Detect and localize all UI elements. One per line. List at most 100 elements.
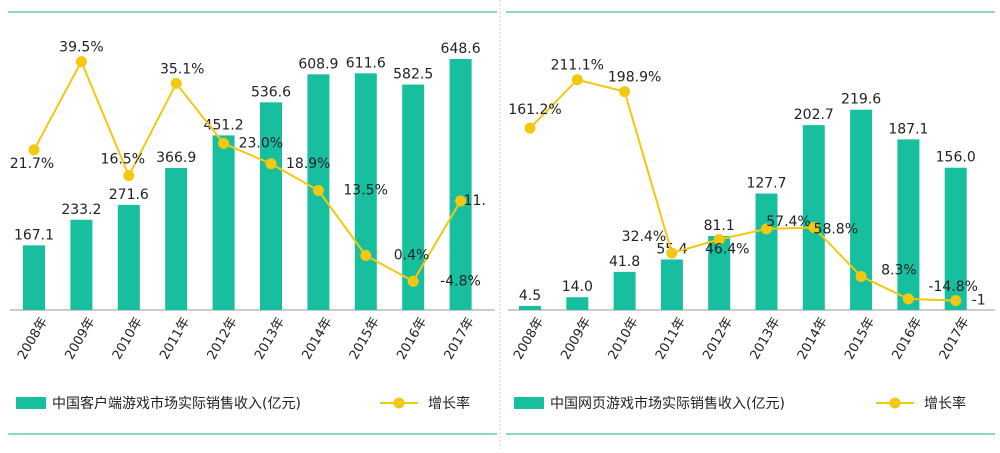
bar-value-label: 536.6 <box>251 84 291 100</box>
bar <box>23 245 45 310</box>
growth-rate-label: 46.4% <box>705 241 749 257</box>
bar-value-label: 156.0 <box>936 150 976 166</box>
x-tick-label: 2017年 <box>937 315 973 362</box>
growth-rate-point <box>571 74 583 86</box>
bar-value-label: 219.6 <box>841 92 881 108</box>
bar <box>260 102 282 310</box>
x-tick-label: 2009年 <box>558 315 594 362</box>
legend-bar-label: 中国客户端游戏市场实际销售收入(亿元) <box>52 395 301 412</box>
growth-rate-label: 11. <box>464 193 486 209</box>
bar-value-label: 611.6 <box>346 55 386 71</box>
bar <box>402 84 425 310</box>
growth-rate-point <box>170 77 182 89</box>
bar-value-label: 187.1 <box>888 121 928 137</box>
bar <box>165 168 188 310</box>
growth-rate-point <box>666 247 678 259</box>
bar-value-label: 167.1 <box>14 227 54 243</box>
legend-bar-swatch <box>514 397 544 409</box>
growth-rate-label: -1 <box>972 293 986 309</box>
client-game-chart: 167.1 2008年 233.2 2009年 271.6 2010年 366.9 2011年… <box>8 11 497 435</box>
x-tick-label: 2013年 <box>748 315 784 362</box>
growth-rate-label: 23.0% <box>239 135 283 151</box>
bar-value-label: 4.5 <box>519 288 541 304</box>
bar-value-label: 271.6 <box>109 187 149 203</box>
bar-value-label: 127.7 <box>746 176 786 192</box>
bar <box>70 219 93 310</box>
growth-rate-point <box>808 221 820 233</box>
web-game-chart: 4.52008年14.02009年41.82010年55.42011年81.12… <box>506 11 995 435</box>
bar <box>613 271 636 310</box>
growth-rate-point <box>75 56 87 68</box>
legend-line-marker <box>393 397 405 409</box>
bar <box>117 204 140 310</box>
growth-rate-point <box>524 122 536 134</box>
bar-value-label: 81.1 <box>704 218 735 234</box>
bar <box>755 193 778 310</box>
growth-rate-label: 211.1% <box>551 58 604 74</box>
bar-value-label: 648.6 <box>441 41 481 57</box>
growth-rate-label: 0.4% <box>394 248 430 264</box>
growth-rate-label: 198.9% <box>608 70 661 86</box>
growth-rate-label: 161.2% <box>508 102 561 118</box>
x-tick-label: 2010年 <box>110 315 146 362</box>
growth-rate-label: 18.9% <box>286 156 330 172</box>
bar-value-label: 582.5 <box>393 67 433 83</box>
x-tick-label: 2011年 <box>157 315 193 362</box>
x-tick-label: 2012年 <box>700 315 736 362</box>
growth-rate-point <box>902 293 914 305</box>
bar <box>802 125 825 310</box>
x-tick-label: 2012年 <box>205 315 241 362</box>
growth-rate-point <box>28 144 40 156</box>
growth-rate-label: 8.3% <box>881 262 917 278</box>
growth-rate-label: 57.4% <box>766 214 810 230</box>
growth-rate-point <box>407 275 419 287</box>
x-tick-label: 2010年 <box>606 315 642 362</box>
growth-rate-point <box>761 223 772 235</box>
bar <box>519 305 541 310</box>
growth-rate-point <box>713 233 725 245</box>
x-tick-label: 2017年 <box>442 315 478 362</box>
legend-line-label: 增长率 <box>924 395 966 412</box>
bar-value-label: 41.8 <box>609 254 640 270</box>
growth-rate-line <box>529 78 956 302</box>
growth-rate-label: 32.4% <box>622 229 666 245</box>
bar-value-label: 14.0 <box>562 279 593 295</box>
growth-rate-point <box>218 137 230 149</box>
bar-value-label: 233.2 <box>61 202 101 218</box>
x-tick-label: 2009年 <box>62 315 98 362</box>
bar <box>212 135 235 310</box>
growth-rate-point <box>619 86 631 98</box>
growth-rate-label: 13.5% <box>343 183 387 199</box>
bar <box>897 139 920 310</box>
growth-rate-point <box>855 270 867 282</box>
legend-line-marker <box>889 397 901 409</box>
growth-rate-point <box>455 195 467 207</box>
bar <box>566 297 589 310</box>
growth-rate-label: -4.8% <box>440 273 481 289</box>
bar-value-label: 608.9 <box>298 56 338 72</box>
growth-rate-line <box>33 59 462 283</box>
legend-bar-swatch <box>16 397 46 409</box>
x-tick-label: 2015年 <box>347 315 383 362</box>
bar-value-label: 202.7 <box>794 107 834 123</box>
growth-rate-label: 35.1% <box>160 61 204 77</box>
x-tick-label: 2008年 <box>15 315 51 362</box>
x-tick-label: 2014年 <box>299 315 335 362</box>
x-tick-label: 2016年 <box>889 315 925 362</box>
x-tick-label: 2011年 <box>653 315 689 362</box>
bar <box>354 73 377 311</box>
growth-rate-point <box>265 158 277 170</box>
bar <box>449 58 472 311</box>
bar <box>708 236 731 310</box>
growth-rate-point <box>360 250 372 262</box>
growth-rate-label: 39.5% <box>59 40 103 56</box>
bar-value-label: 366.9 <box>156 150 196 166</box>
growth-rate-label: 58.8% <box>814 221 858 237</box>
bar <box>660 259 683 310</box>
growth-rate-point <box>123 170 135 182</box>
growth-rate-label: 21.7% <box>10 156 54 172</box>
x-tick-label: 2013年 <box>252 315 288 362</box>
legend-line-label: 增长率 <box>428 395 470 412</box>
x-tick-label: 2014年 <box>795 315 831 362</box>
growth-rate-point <box>312 185 324 197</box>
